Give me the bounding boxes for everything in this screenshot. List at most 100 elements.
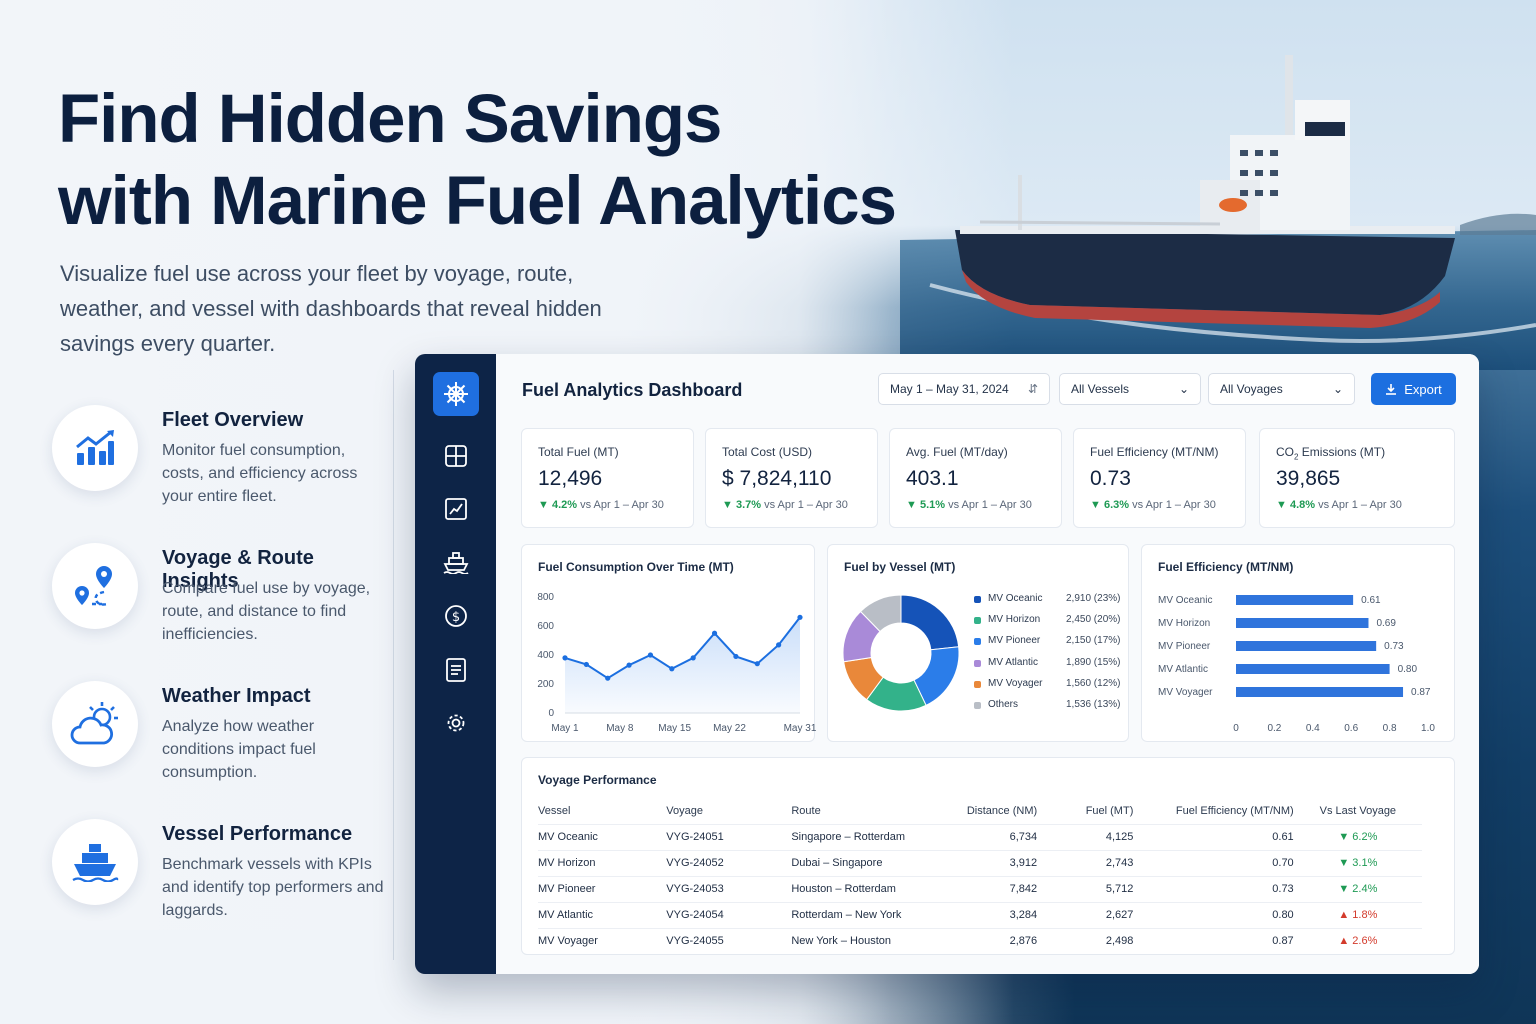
chart-title: Fuel by Vessel (MT) [844,560,956,574]
kpi-value: 39,865 [1276,467,1341,490]
legend-item: Others 1,536 (13%) [974,699,1154,713]
cell-distance: 2,876 [951,927,1038,954]
bar-category-label: MV Horizon [1158,618,1210,629]
table-row[interactable]: MV Pioneer VYG-24053 Houston – Rotterdam… [538,875,1422,902]
calendar-icon: ⇵ [1027,382,1038,396]
kpi-label: Avg. Fuel (MT/day) [906,445,1008,459]
weather-icon [52,681,138,767]
y-tick-label: 0 [548,708,554,719]
table-row[interactable]: MV Horizon VYG-24052 Dubai – Singapore 3… [538,849,1422,876]
x-tick-label: 0.6 [1344,723,1358,734]
y-tick-label: 400 [537,650,554,661]
cell-distance: 3,912 [951,849,1038,876]
hero-title-line2: with Marine Fuel Analytics [58,162,897,239]
table-row[interactable]: MV Atlantic VYG-24054 Rotterdam – New Yo… [538,901,1422,928]
column-header[interactable]: Fuel (MT) [1085,804,1134,817]
ship-icon[interactable] [433,541,479,585]
kpi-label: Total Fuel (MT) [538,445,619,459]
chevron-down-icon: ⌄ [1332,382,1343,396]
line-chart: 800 600 400 200 0 May 1 May 8 May 15 May 22 May 3… [537,592,816,734]
dashboard-title: Fuel Analytics Dashboard [522,380,743,400]
bar-value-label: 0.80 [1398,664,1418,675]
feature-fleet-overview: Fleet Overview Monitor fuel consumption,… [52,405,392,543]
cell-efficiency: 0.87 [1133,927,1294,954]
cell-efficiency: 0.61 [1133,823,1294,850]
cell-vessel: MV Oceanic [538,823,667,850]
feature-list: Fleet Overview Monitor fuel consumption,… [52,405,392,957]
ship-icon [52,819,138,905]
x-tick-label: 0.4 [1306,723,1320,734]
kpi-value: 12,496 [538,467,603,490]
kpi-value: 0.73 [1090,467,1131,490]
x-tick-label: May 31 [784,723,816,734]
kpi-delta: ▼ 4.8% vs Apr 1 – Apr 30 [1276,499,1402,511]
cell-efficiency: 0.80 [1133,901,1294,928]
cell-voyage: VYG-24051 [666,823,792,850]
cell-vs-last: ▲ 2.6% [1293,927,1422,954]
cell-vs-last: ▼ 6.2% [1293,823,1422,850]
data-point [583,661,589,668]
pie-slice [859,594,902,633]
ship-illustration [900,55,1536,370]
column-header[interactable]: Distance (NM) [966,804,1038,817]
data-point [776,642,782,648]
cell-distance: 3,284 [951,901,1038,928]
date-range-picker[interactable]: May 1 – May 31, 2024 ⇵ [878,373,1050,405]
bar [1236,618,1369,628]
table-row[interactable]: MV Voyager VYG-24055 New York – Houston … [538,927,1422,954]
data-point [690,655,696,661]
legend-item: MV Horizon 2,450 (20%) [974,614,1154,628]
feature-title: Weather Impact [162,685,311,707]
report-chart-icon[interactable] [433,487,479,531]
cell-vessel: MV Voyager [538,927,667,954]
export-button[interactable]: Export [1371,373,1456,405]
x-tick-label: 0 [1233,723,1239,734]
chart-title: Fuel Consumption Over Time (MT) [538,560,734,574]
feature-voyage-route: Voyage & Route Insights Compare fuel use… [52,543,392,681]
data-point [797,614,803,620]
cell-vs-last: ▲ 1.8% [1293,901,1422,928]
cell-fuel: 2,743 [1037,849,1134,876]
cell-route: Rotterdam – New York [791,901,952,928]
bar-category-label: MV Oceanic [1158,595,1212,606]
x-tick-label: 0.2 [1267,723,1281,734]
kpi-card-total-cost: Total Cost (USD) $ 7,824,110 ▼ 3.7% vs A… [705,428,878,528]
table-row[interactable]: MV Oceanic VYG-24051 Singapore – Rotterd… [538,823,1422,850]
dashboard-icon[interactable] [433,434,479,478]
column-header[interactable]: Route [791,804,821,817]
x-tick-label: May 22 [713,723,746,734]
data-point [647,652,654,658]
column-header[interactable]: Vessel [538,804,571,817]
dollar-icon[interactable]: $ [433,594,479,638]
data-point [711,630,718,636]
dashboard-main: Fuel Analytics Dashboard May 1 – May 31,… [496,354,1479,974]
data-point [562,655,568,661]
data-point [754,661,760,667]
voyage-filter-select[interactable]: All Voyages ⌄ [1208,373,1355,405]
cell-fuel: 5,712 [1037,875,1134,902]
column-header[interactable]: Fuel Efficiency (MT/NM) [1175,804,1294,817]
document-icon[interactable] [433,648,479,692]
section-divider [393,370,394,960]
voyage-table: Vessel Voyage Route Distance (NM) Fuel (… [538,798,1422,954]
arrow-up-icon: ▲ [1338,935,1350,948]
feature-text: Compare fuel use by voyage, route, and d… [162,580,371,643]
hero-title: Find Hidden Savings with Marine Fuel Ana… [58,78,958,242]
helm-icon[interactable] [433,372,479,416]
column-header[interactable]: Voyage [666,804,703,817]
bar-value-label: 0.87 [1411,687,1431,698]
legend-item: MV Voyager 1,560 (12%) [974,678,1154,692]
trend-chart-icon [52,405,138,491]
settings-gear-icon[interactable] [433,701,479,745]
kpi-value: 403.1 [906,467,959,490]
cell-voyage: VYG-24052 [666,849,792,876]
feature-weather-impact: Weather Impact Analyze how weather condi… [52,681,392,819]
kpi-label: CO2 Emissions (MT) [1276,445,1386,462]
x-tick-label: May 1 [551,723,579,734]
vessel-filter-select[interactable]: All Vessels ⌄ [1059,373,1201,405]
column-header[interactable]: Vs Last Voyage [1319,804,1397,817]
kpi-label: Fuel Efficiency (MT/NM) [1090,445,1219,459]
bar [1236,687,1404,697]
cell-distance: 6,734 [951,823,1038,850]
hero-title-line1: Find Hidden Savings [58,80,722,157]
